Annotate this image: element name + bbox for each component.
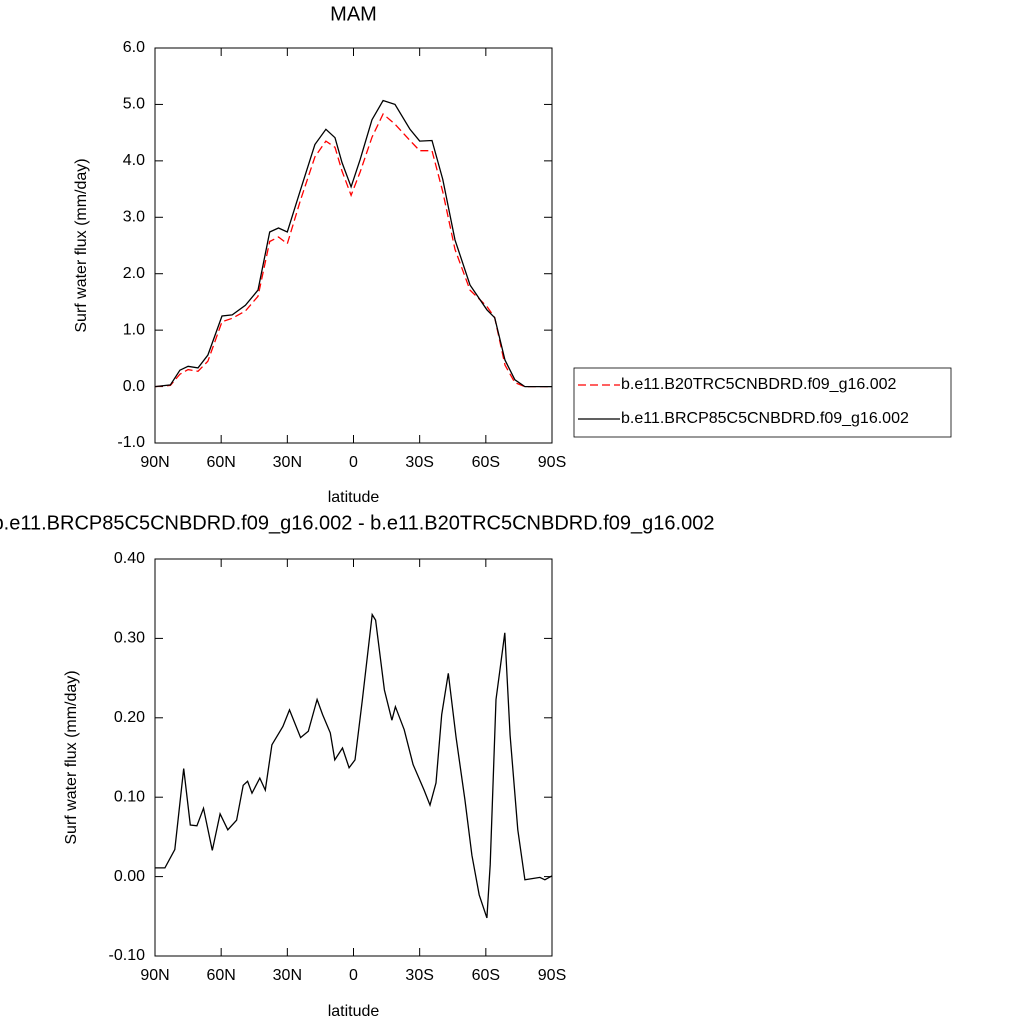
- y-axis-label: Surf water flux (mm/day): [73, 158, 90, 332]
- x-tick-label: 90S: [538, 454, 566, 471]
- y-tick-label: 0.0: [123, 378, 145, 395]
- y-tick-label: -1.0: [117, 434, 145, 451]
- legend-box: [573, 367, 952, 438]
- y-tick-label: 4.0: [123, 152, 145, 169]
- x-tick-label: 90S: [538, 967, 566, 984]
- data-line: [155, 612, 553, 919]
- plot-frame: [154, 558, 553, 957]
- y-tick-label: 1.0: [123, 321, 145, 338]
- y-tick-label: 2.0: [123, 265, 145, 282]
- y-tick-label: 0.30: [114, 630, 145, 647]
- x-tick-label: 60N: [206, 967, 235, 984]
- x-tick-label: 30S: [405, 454, 433, 471]
- x-tick-label: 60S: [472, 967, 500, 984]
- x-tick-label: 0: [349, 454, 358, 471]
- x-axis-label: latitude: [328, 489, 380, 506]
- x-tick-label: 60S: [472, 454, 500, 471]
- data-line: [154, 112, 552, 388]
- y-tick-label: 0.20: [114, 709, 145, 726]
- x-tick-label: 0: [349, 967, 358, 984]
- y-tick-label: 6.0: [123, 39, 145, 56]
- y-tick-label: 3.0: [123, 209, 145, 226]
- legend-label: b.e11.BRCP85C5CNBDRD.f09_g16.002: [621, 410, 909, 427]
- x-tick-label: 90N: [140, 967, 169, 984]
- y-tick-label: 0.10: [114, 788, 145, 805]
- data-line: [154, 99, 552, 388]
- y-tick-label: 0.40: [114, 550, 145, 567]
- x-tick-label: 30N: [273, 967, 302, 984]
- chart-title: b.e11.BRCP85C5CNBDRD.f09_g16.002 - b.e11…: [0, 512, 714, 534]
- plot-frame: [154, 47, 553, 444]
- x-tick-label: 30S: [405, 967, 433, 984]
- y-tick-label: 5.0: [123, 96, 145, 113]
- legend-label: b.e11.B20TRC5CNBDRD.f09_g16.002: [621, 376, 897, 393]
- x-tick-label: 90N: [140, 454, 169, 471]
- x-tick-label: 30N: [273, 454, 302, 471]
- x-tick-label: 60N: [206, 454, 235, 471]
- y-axis-label: Surf water flux (mm/day): [63, 670, 80, 844]
- y-tick-label: -0.10: [109, 947, 146, 964]
- x-axis-label: latitude: [328, 1003, 380, 1020]
- y-tick-label: 0.00: [114, 868, 145, 885]
- chart-title: MAM: [330, 3, 377, 25]
